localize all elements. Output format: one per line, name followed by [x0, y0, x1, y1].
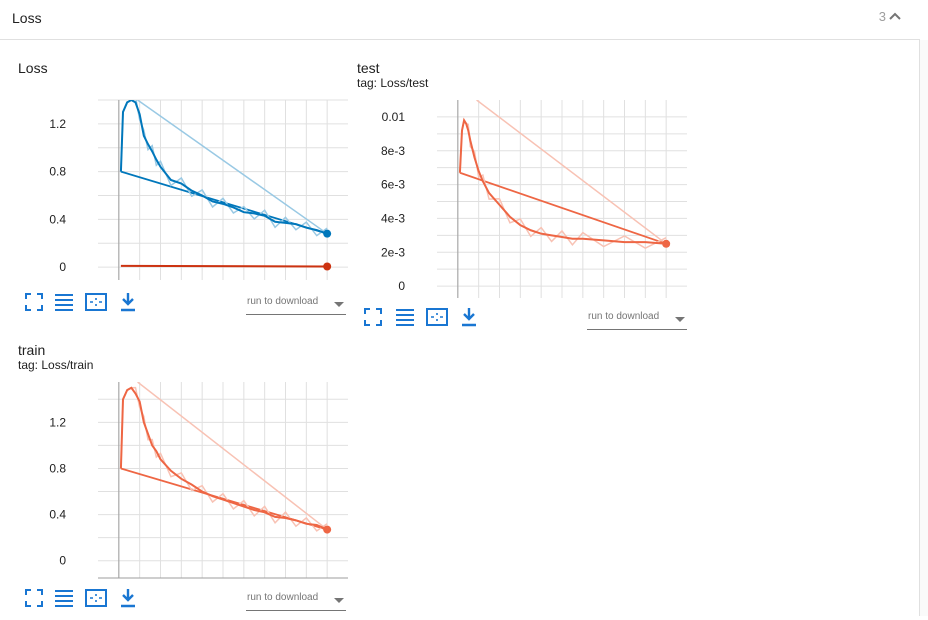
y-tick-label: 0 [398, 279, 405, 293]
y-tick-label: 0.01 [382, 110, 406, 124]
section-title: Loss [12, 10, 42, 26]
scrollbar[interactable] [919, 40, 928, 616]
y-tick-label: 0 [59, 260, 66, 274]
raw-series-line [137, 382, 328, 531]
plot-area [458, 100, 667, 250]
run-select-label: run to download [247, 592, 319, 603]
chart-card-loss: Loss 02040608010000.40.81.2 run to downl… [18, 60, 358, 320]
raw-series-line [120, 100, 328, 237]
raw-series-line [120, 386, 328, 532]
fit-to-data-icon[interactable] [84, 586, 108, 610]
y-tick-label: 4e-3 [381, 211, 405, 225]
wrap-line [459, 171, 667, 245]
raw-series-line [459, 118, 667, 250]
card-toolbar: run to download [18, 586, 358, 620]
fit-domain-icon[interactable] [22, 586, 46, 610]
dropdown-arrow-icon [675, 317, 685, 322]
download-icon[interactable] [457, 305, 481, 329]
test-chart[interactable]: 02040608010002e-34e-36e-38e-30.01 [357, 98, 697, 298]
run-to-download-select[interactable]: run to download [246, 294, 346, 315]
card-tag: tag: Loss/test [357, 76, 429, 90]
series-end-point [323, 229, 332, 238]
chart-count: 3 [878, 9, 886, 24]
y-tick-label: 0.8 [49, 165, 66, 179]
y-tick-label: 2e-3 [381, 245, 405, 259]
plot-area [119, 382, 328, 532]
y-tick-label: 1.2 [49, 117, 66, 131]
fit-domain-icon[interactable] [361, 305, 385, 329]
series-end-point [323, 525, 332, 534]
y-tick-label: 6e-3 [381, 178, 405, 192]
train-chart[interactable]: 02040608010000.40.81.2 [18, 380, 358, 580]
raw-series-line [476, 100, 667, 245]
loss-chart[interactable]: 02040608010000.40.81.2 [18, 80, 358, 280]
toggle-log-scale-icon[interactable] [52, 290, 76, 314]
toggle-log-scale-icon[interactable] [52, 586, 76, 610]
card-toolbar: run to download [18, 290, 358, 324]
run-to-download-select[interactable]: run to download [246, 590, 346, 611]
section-header: Loss 3 [0, 0, 920, 40]
fit-to-data-icon[interactable] [425, 305, 449, 329]
series-line [458, 117, 667, 245]
download-icon[interactable] [116, 290, 140, 314]
card-toolbar: run to download [357, 305, 697, 339]
series-end-point [662, 239, 671, 248]
series-line [119, 386, 328, 531]
card-tag: tag: Loss/train [18, 358, 94, 372]
series-line [119, 100, 328, 235]
y-tick-label: 0.8 [49, 461, 66, 475]
run-select-label: run to download [588, 311, 660, 322]
run-to-download-select[interactable]: run to download [587, 309, 687, 330]
raw-series-line [137, 100, 328, 235]
chart-card-test: test tag: Loss/test 02040608010002e-34e-… [357, 60, 697, 340]
card-title: test [357, 60, 380, 76]
fit-to-data-icon[interactable] [84, 290, 108, 314]
dropdown-arrow-icon [334, 598, 344, 603]
series-end-point [323, 262, 332, 271]
toggle-log-scale-icon[interactable] [393, 305, 417, 329]
fit-domain-icon[interactable] [22, 290, 46, 314]
chevron-up-icon[interactable] [886, 8, 904, 26]
series-line [120, 264, 328, 268]
y-tick-label: 8e-3 [381, 144, 405, 158]
run-select-label: run to download [247, 296, 319, 307]
y-tick-label: 1.2 [49, 415, 66, 429]
y-tick-label: 0.4 [49, 212, 66, 226]
y-tick-label: 0.4 [49, 508, 66, 522]
dropdown-arrow-icon [334, 302, 344, 307]
card-title: train [18, 342, 46, 358]
card-title: Loss [18, 60, 48, 76]
chart-card-train: train tag: Loss/train 02040608010000.40.… [18, 342, 358, 614]
plot-area [119, 100, 328, 268]
y-tick-label: 0 [59, 554, 66, 568]
download-icon[interactable] [116, 586, 140, 610]
